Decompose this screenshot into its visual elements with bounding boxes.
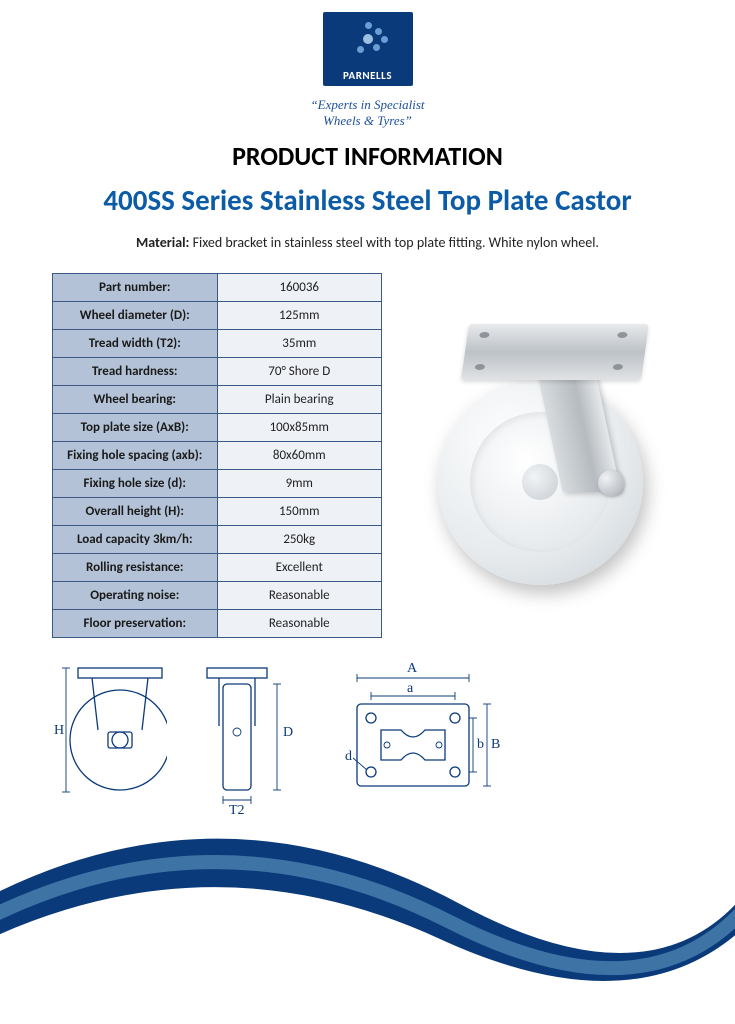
spec-label: Tread width (T2): [53,330,218,358]
product-image [430,310,680,570]
technical-diagrams: H D [52,660,501,820]
header-logo-area: PARNELLS “Experts in Specialist Wheels &… [0,0,735,128]
spec-value: 125mm [217,302,382,330]
spec-label: Tread hardness: [53,358,218,386]
table-row: Wheel bearing:Plain bearing [53,386,382,414]
dim-label-t2: T2 [229,803,245,818]
spec-label: Part number: [53,274,218,302]
top-plate-icon [461,324,649,380]
dim-label-dd: d [345,749,352,764]
axle-icon [598,470,624,496]
table-row: Wheel diameter (D):125mm [53,302,382,330]
tagline-line2: Wheels & Tyres” [323,113,412,128]
spec-label: Floor preservation: [53,610,218,638]
spec-label: Operating noise: [53,582,218,610]
brand-logo: PARNELLS [323,12,413,86]
spec-value: Excellent [217,554,382,582]
spec-label: Top plate size (AxB): [53,414,218,442]
spec-value: 35mm [217,330,382,358]
material-label: Material: [136,234,189,251]
page-root: { "brand": { "name": "PARNELLS", "taglin… [0,0,735,1024]
table-row: Top plate size (AxB):100x85mm [53,414,382,442]
brand-tagline: “Experts in Specialist Wheels & Tyres” [0,97,735,128]
table-row: Tread hardness:70° Shore D [53,358,382,386]
tagline-line1: “Experts in Specialist [310,97,424,112]
dim-label-d: D [283,725,293,740]
spec-value: 160036 [217,274,382,302]
table-row: Operating noise:Reasonable [53,582,382,610]
table-row: Fixing hole size (d):9mm [53,470,382,498]
table-row: Overall height (H):150mm [53,498,382,526]
spec-value: 70° Shore D [217,358,382,386]
spec-value: 100x85mm [217,414,382,442]
diagram-front-view-d-t2: D T2 [189,660,299,820]
table-row: Floor preservation:Reasonable [53,610,382,638]
table-row: Fixing hole spacing (axb):80x60mm [53,442,382,470]
spec-label: Fixing hole spacing (axb): [53,442,218,470]
diagram-side-view-h: H [52,660,167,800]
spec-value: 250kg [217,526,382,554]
dim-label-B: B [491,737,500,752]
table-row: Rolling resistance:Excellent [53,554,382,582]
spec-value: Reasonable [217,582,382,610]
spec-value: 9mm [217,470,382,498]
spec-label: Fixing hole size (d): [53,470,218,498]
table-row: Part number:160036 [53,274,382,302]
dim-label-h: H [54,723,64,738]
spec-label: Wheel bearing: [53,386,218,414]
diagram-top-plate: A a d [321,660,501,810]
spec-table: Part number:160036 Wheel diameter (D):12… [52,273,382,638]
material-line: Material: Fixed bracket in stainless ste… [0,234,735,251]
heading-product-info: PRODUCT INFORMATION [0,140,735,172]
spec-value: Plain bearing [217,386,382,414]
material-text: Fixed bracket in stainless steel with to… [193,234,599,251]
dim-label-A: A [407,661,418,676]
spec-value: 150mm [217,498,382,526]
dim-label-a: a [407,681,414,696]
table-row: Tread width (T2):35mm [53,330,382,358]
dim-label-bb: b [477,737,484,752]
spec-label: Wheel diameter (D): [53,302,218,330]
spec-label: Overall height (H): [53,498,218,526]
heading-series-title: 400SS Series Stainless Steel Top Plate C… [0,182,735,218]
brand-name: PARNELLS [323,69,413,82]
table-row: Load capacity 3km/h:250kg [53,526,382,554]
spec-label: Load capacity 3km/h: [53,526,218,554]
logo-pattern-icon [353,22,387,56]
spec-value: 80x60mm [217,442,382,470]
spec-label: Rolling resistance: [53,554,218,582]
spec-value: Reasonable [217,610,382,638]
